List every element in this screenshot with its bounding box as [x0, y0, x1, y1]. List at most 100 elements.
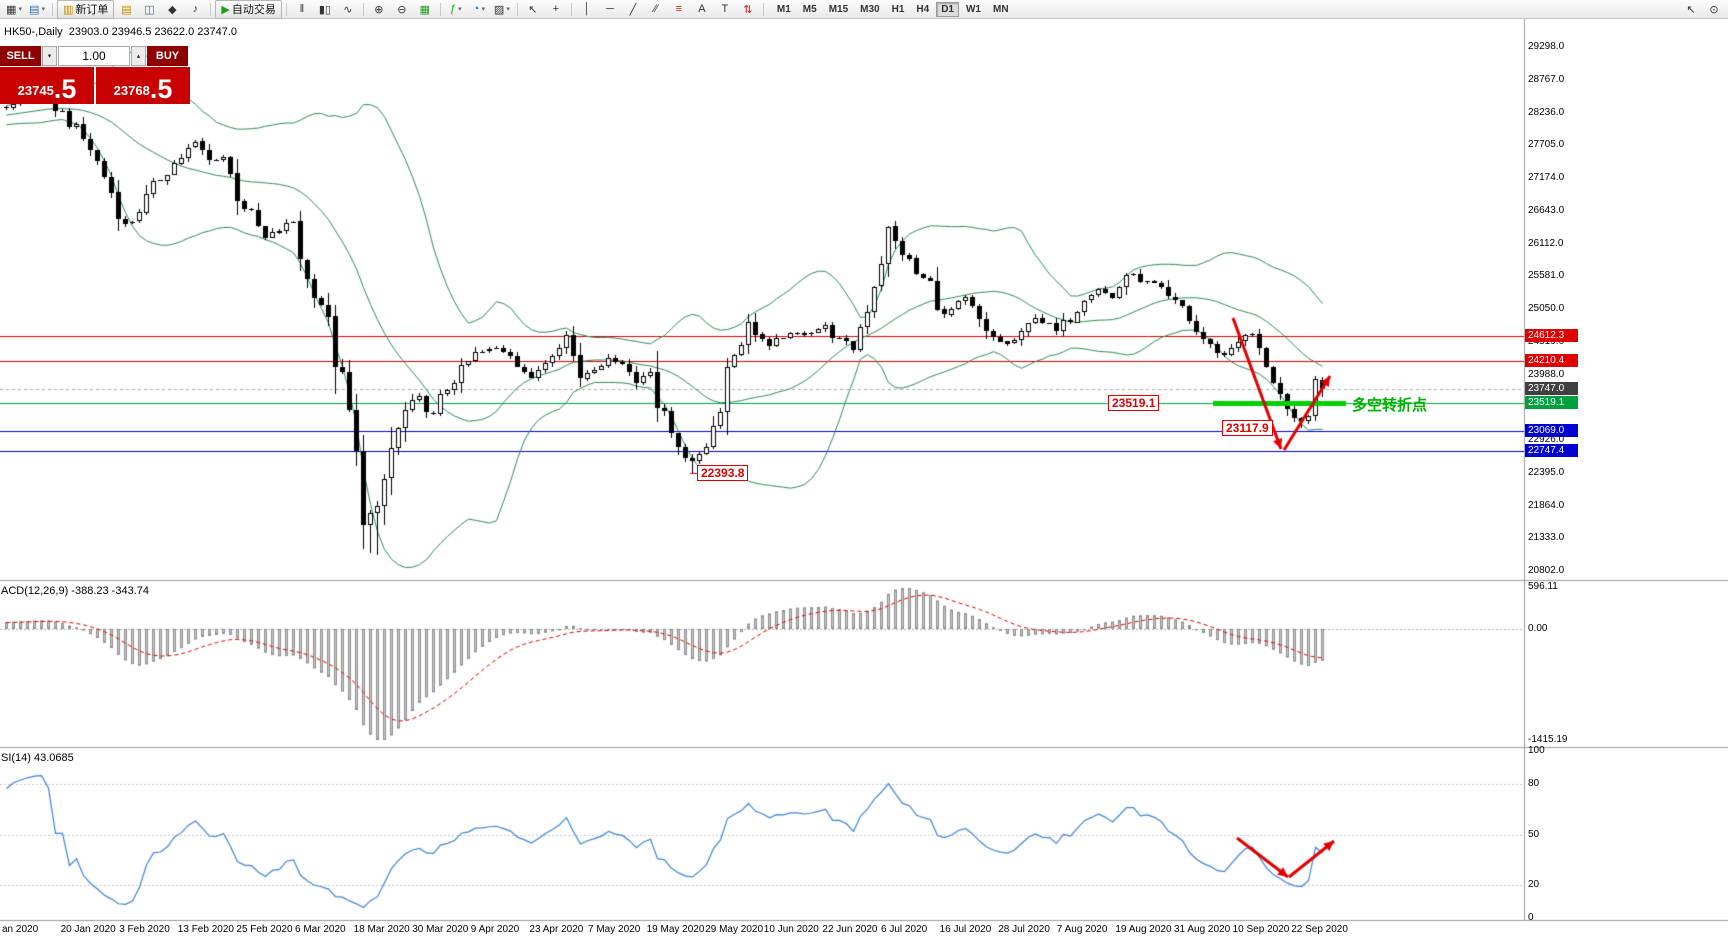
text-label-icon: T	[721, 3, 729, 15]
new-chart-button[interactable]: ▦ ▾	[3, 1, 25, 18]
volume-up-button[interactable]: ▴	[131, 46, 146, 66]
vertical-line-tool-button[interactable]: │	[576, 1, 598, 18]
data-window-button[interactable]: ◫	[138, 1, 160, 18]
text-icon: A	[698, 3, 706, 15]
chevron-down-icon: ▾	[458, 6, 462, 13]
autotrading-label: 自动交易	[231, 4, 276, 16]
toolbar-separator	[570, 2, 572, 16]
bar-chart-button[interactable]: ‖	[291, 1, 313, 18]
navigator-icon: ◆	[168, 3, 177, 16]
new-chart-icon: ▦	[6, 3, 17, 16]
buy-price-fraction: .5	[149, 74, 173, 105]
zoom-in-icon: ⊕	[374, 3, 384, 16]
timeframe-m15-button[interactable]: M15	[828, 3, 849, 15]
arrows-icon: ⇅	[743, 3, 753, 16]
terminal-icon: ♪	[192, 3, 199, 15]
tile-windows-button[interactable]: ▦	[414, 1, 436, 18]
channel-icon: ∕∕	[654, 3, 658, 15]
fibonacci-tool-button[interactable]: ≡	[668, 1, 690, 18]
magnifier-icon: ⊙	[1709, 3, 1719, 16]
chart-symbol-ohlc: HK50-,Daily 23903.0 23946.5 23622.0 2374…	[4, 26, 238, 38]
arrows-tool-button[interactable]: ⇅	[737, 1, 759, 18]
macd-indicator-label: ACD(12,26,9) -388.23 -343.74	[1, 585, 149, 597]
pointer-tool-button[interactable]: ↖	[1680, 1, 1702, 18]
zoom-in-button[interactable]: ⊕	[368, 1, 390, 18]
zoom-tool-button[interactable]: ⊙	[1703, 1, 1725, 18]
timeframe-w1-button[interactable]: W1	[965, 3, 981, 15]
toolbar-separator	[762, 2, 764, 16]
indicators-button[interactable]: ƒ ▾	[445, 1, 467, 18]
profiles-icon: ▤	[29, 3, 40, 16]
periods-button[interactable]: ◔ ▾	[468, 1, 490, 18]
sell-price-display[interactable]: 23745.5	[0, 67, 94, 104]
buy-price-display[interactable]: 23768.5	[96, 67, 190, 104]
play-icon: ▶	[221, 3, 230, 16]
chevron-down-icon: ▾	[506, 6, 510, 13]
toolbar-separator	[52, 2, 53, 16]
timeframe-m5-button[interactable]: M5	[802, 3, 817, 15]
market-watch-button[interactable]: ▤	[115, 1, 137, 18]
terminal-button[interactable]: ♪	[184, 1, 206, 18]
line-chart-icon: ∿	[343, 3, 353, 16]
navigator-button[interactable]: ◆	[161, 1, 183, 18]
toolbar-separator	[516, 2, 518, 16]
turning-point-note: 多空转折点	[1352, 397, 1428, 414]
autotrading-button[interactable]: ▶ 自动交易	[215, 0, 282, 19]
pointer-icon: ↖	[1686, 3, 1696, 16]
timeframe-m1-button[interactable]: M1	[776, 3, 791, 15]
timeframe-group: M1 M5 M15 M30 H1 H4 D1 W1 MN	[772, 1, 1014, 17]
timeframe-m30-button[interactable]: M30	[860, 3, 880, 15]
trade-panel-controls: SELL ▾ ▴ BUY	[0, 46, 191, 66]
timeframe-h4-button[interactable]: H4	[916, 3, 930, 15]
toolbar-separator	[210, 2, 212, 16]
templates-icon: ▨	[493, 3, 505, 16]
trendline-icon: ╱	[629, 3, 637, 16]
toolbar-separator	[439, 2, 441, 16]
timeframe-h1-button[interactable]: H1	[891, 3, 905, 15]
trendline-tool-button[interactable]: ╱	[622, 1, 644, 18]
tile-windows-icon: ▦	[419, 3, 431, 16]
horizontal-line-tool-button[interactable]: ─	[599, 1, 621, 18]
sell-price-fraction: .5	[53, 74, 77, 105]
text-label-tool-button[interactable]: T	[714, 1, 736, 18]
zoom-out-button[interactable]: ⊖	[391, 1, 413, 18]
buy-price-main: 23768	[113, 83, 150, 98]
line-chart-button[interactable]: ∿	[337, 1, 359, 18]
cursor-tool-button[interactable]: ↖	[522, 1, 544, 18]
new-order-button[interactable]: ▥ 新订单	[57, 0, 115, 19]
new-order-label: 新订单	[75, 4, 109, 16]
clock-icon: ◔	[472, 3, 480, 15]
zoom-out-icon: ⊖	[397, 3, 407, 16]
sell-button[interactable]: SELL	[0, 46, 41, 66]
trade-panel-prices: 23745.5 23768.5	[0, 67, 191, 104]
new-order-icon: ▥	[63, 3, 74, 16]
cursor-icon: ↖	[528, 3, 538, 16]
volume-down-button[interactable]: ▾	[42, 46, 57, 66]
horizontal-line-icon: ─	[605, 3, 614, 15]
text-tool-button[interactable]: A	[691, 1, 713, 18]
candlestick-icon: ▮▯	[318, 3, 331, 16]
toolbar-separator	[285, 2, 287, 16]
may-low-price-label[interactable]: 22393.8	[697, 465, 749, 481]
volume-input[interactable]	[58, 46, 130, 66]
chevron-down-icon: ▾	[18, 6, 22, 13]
crosshair-tool-button[interactable]: +	[545, 1, 567, 18]
buy-button[interactable]: BUY	[147, 46, 188, 66]
rsi-indicator-label: SI(14) 43.0685	[1, 752, 74, 764]
candlestick-chart-button[interactable]: ▮▯	[314, 1, 336, 18]
one-click-trading-panel: SELL ▾ ▴ BUY 23745.5 23768.5	[0, 46, 191, 104]
september-low-price-label[interactable]: 23117.9	[1222, 420, 1273, 436]
profiles-button[interactable]: ▤ ▾	[26, 1, 48, 18]
timeframe-d1-button[interactable]: D1	[936, 1, 959, 17]
indicators-icon: ƒ	[450, 3, 457, 15]
bar-chart-icon: ‖	[299, 3, 305, 15]
crosshair-icon: +	[552, 3, 560, 15]
timeframe-mn-button[interactable]: MN	[992, 3, 1009, 15]
fibonacci-icon: ≡	[675, 3, 683, 15]
support-price-label[interactable]: 23519.1	[1108, 395, 1160, 411]
chevron-down-icon: ▾	[41, 6, 45, 13]
channel-tool-button[interactable]: ∕∕	[645, 1, 667, 18]
templates-button[interactable]: ▨ ▾	[491, 1, 513, 18]
